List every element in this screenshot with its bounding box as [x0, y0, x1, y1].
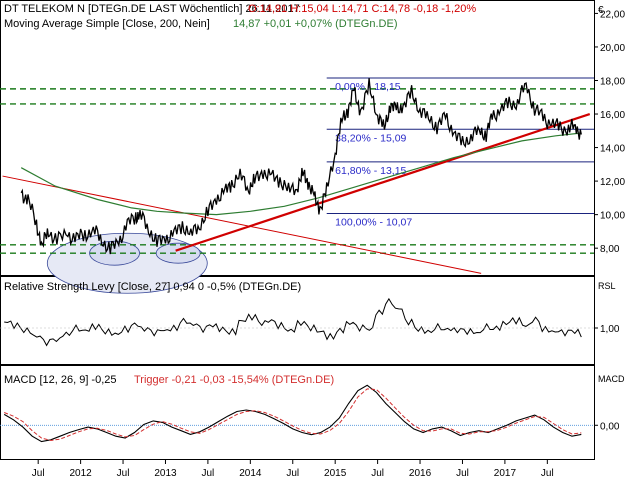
price-line	[20, 78, 582, 255]
rsl-legend: Relative Strength Levy [Close, 27] 0,94 …	[4, 281, 301, 293]
ma-legend-name: Moving Average Simple [Close, 200, Nein]	[4, 18, 210, 30]
price-y-tick-label: 14,00	[600, 144, 625, 155]
macd-line	[3, 384, 582, 443]
price-y-tick-label: 10,00	[600, 211, 625, 222]
macd-legend-trigger: Trigger -0,21 -0,03 -15,54% (DTEGn.DE)	[134, 374, 334, 386]
trendline	[175, 112, 591, 252]
price-y-tick-label: 12,00	[600, 177, 625, 188]
ma-legend-value: 14,87 +0,01 +0,07% (DTEGn.DE)	[233, 18, 397, 30]
fibonacci-label: 100,00% - 10,07	[335, 216, 412, 228]
price-panel-frame	[0, 0, 595, 276]
fibonacci-label: 61,80% - 13,15	[335, 165, 406, 177]
x-tick-label: Jul	[202, 468, 215, 479]
x-tick-label: Jul	[541, 468, 554, 479]
x-tick-label: Jul	[32, 468, 45, 479]
macd-axis-title: MACD	[598, 374, 625, 384]
macd-panel	[0, 384, 594, 443]
x-tick-label: 2017	[494, 468, 517, 479]
x-tick-label: Jul	[117, 468, 130, 479]
axes: 8,00 10,00 12,00 14,00 16,00 18,00 20,00 22,00 1…	[32, 9, 626, 479]
price-legend-title: DT TELEKOM N [DTEGn.DE LAST Wöchentlich]…	[4, 3, 300, 15]
x-tick-label: 2015	[324, 468, 347, 479]
macd-legend-name: MACD [12, 26, 9] -0,25	[4, 374, 117, 386]
rsl-panel	[0, 297, 594, 347]
x-tick-label: Jul	[371, 468, 384, 479]
rsl-y-tick-label: 1,00	[600, 324, 620, 335]
price-y-tick-label: 8,00	[600, 244, 620, 255]
x-tick-label: 2012	[69, 468, 92, 479]
rsl-axis-title: RSL	[598, 281, 616, 291]
price-y-tick-label: 18,00	[600, 76, 625, 87]
x-tick-label: 2016	[409, 468, 432, 479]
macd-y-tick-label: 0,00	[600, 421, 620, 432]
macd-panel-frame	[0, 365, 595, 460]
currency-symbol: €	[598, 5, 604, 16]
macd-trigger-line	[4, 388, 582, 442]
rsl-panel-frame	[0, 276, 595, 365]
rsl-line	[4, 297, 582, 347]
x-tick-label: 2014	[239, 468, 262, 479]
x-tick-label: Jul	[286, 468, 299, 479]
fibonacci-label: 38,20% - 15,09	[335, 132, 406, 144]
ma200-line	[20, 132, 582, 216]
price-y-tick-label: 20,00	[600, 43, 625, 54]
x-tick-label: 2013	[154, 468, 177, 479]
price-y-tick-label: 22,00	[600, 9, 625, 20]
trendline	[2, 175, 482, 274]
x-tick-label: Jul	[456, 468, 469, 479]
price-y-tick-label: 16,00	[600, 110, 625, 121]
price-legend-ohlc: O:14,91 H:15,04 L:14,71 C:14,78 -0,18 -1…	[248, 3, 476, 15]
